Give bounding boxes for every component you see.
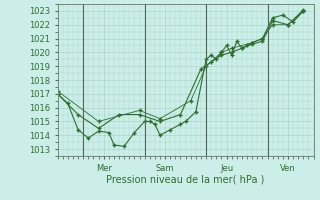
X-axis label: Pression niveau de la mer( hPa ): Pression niveau de la mer( hPa ) [107, 174, 265, 184]
